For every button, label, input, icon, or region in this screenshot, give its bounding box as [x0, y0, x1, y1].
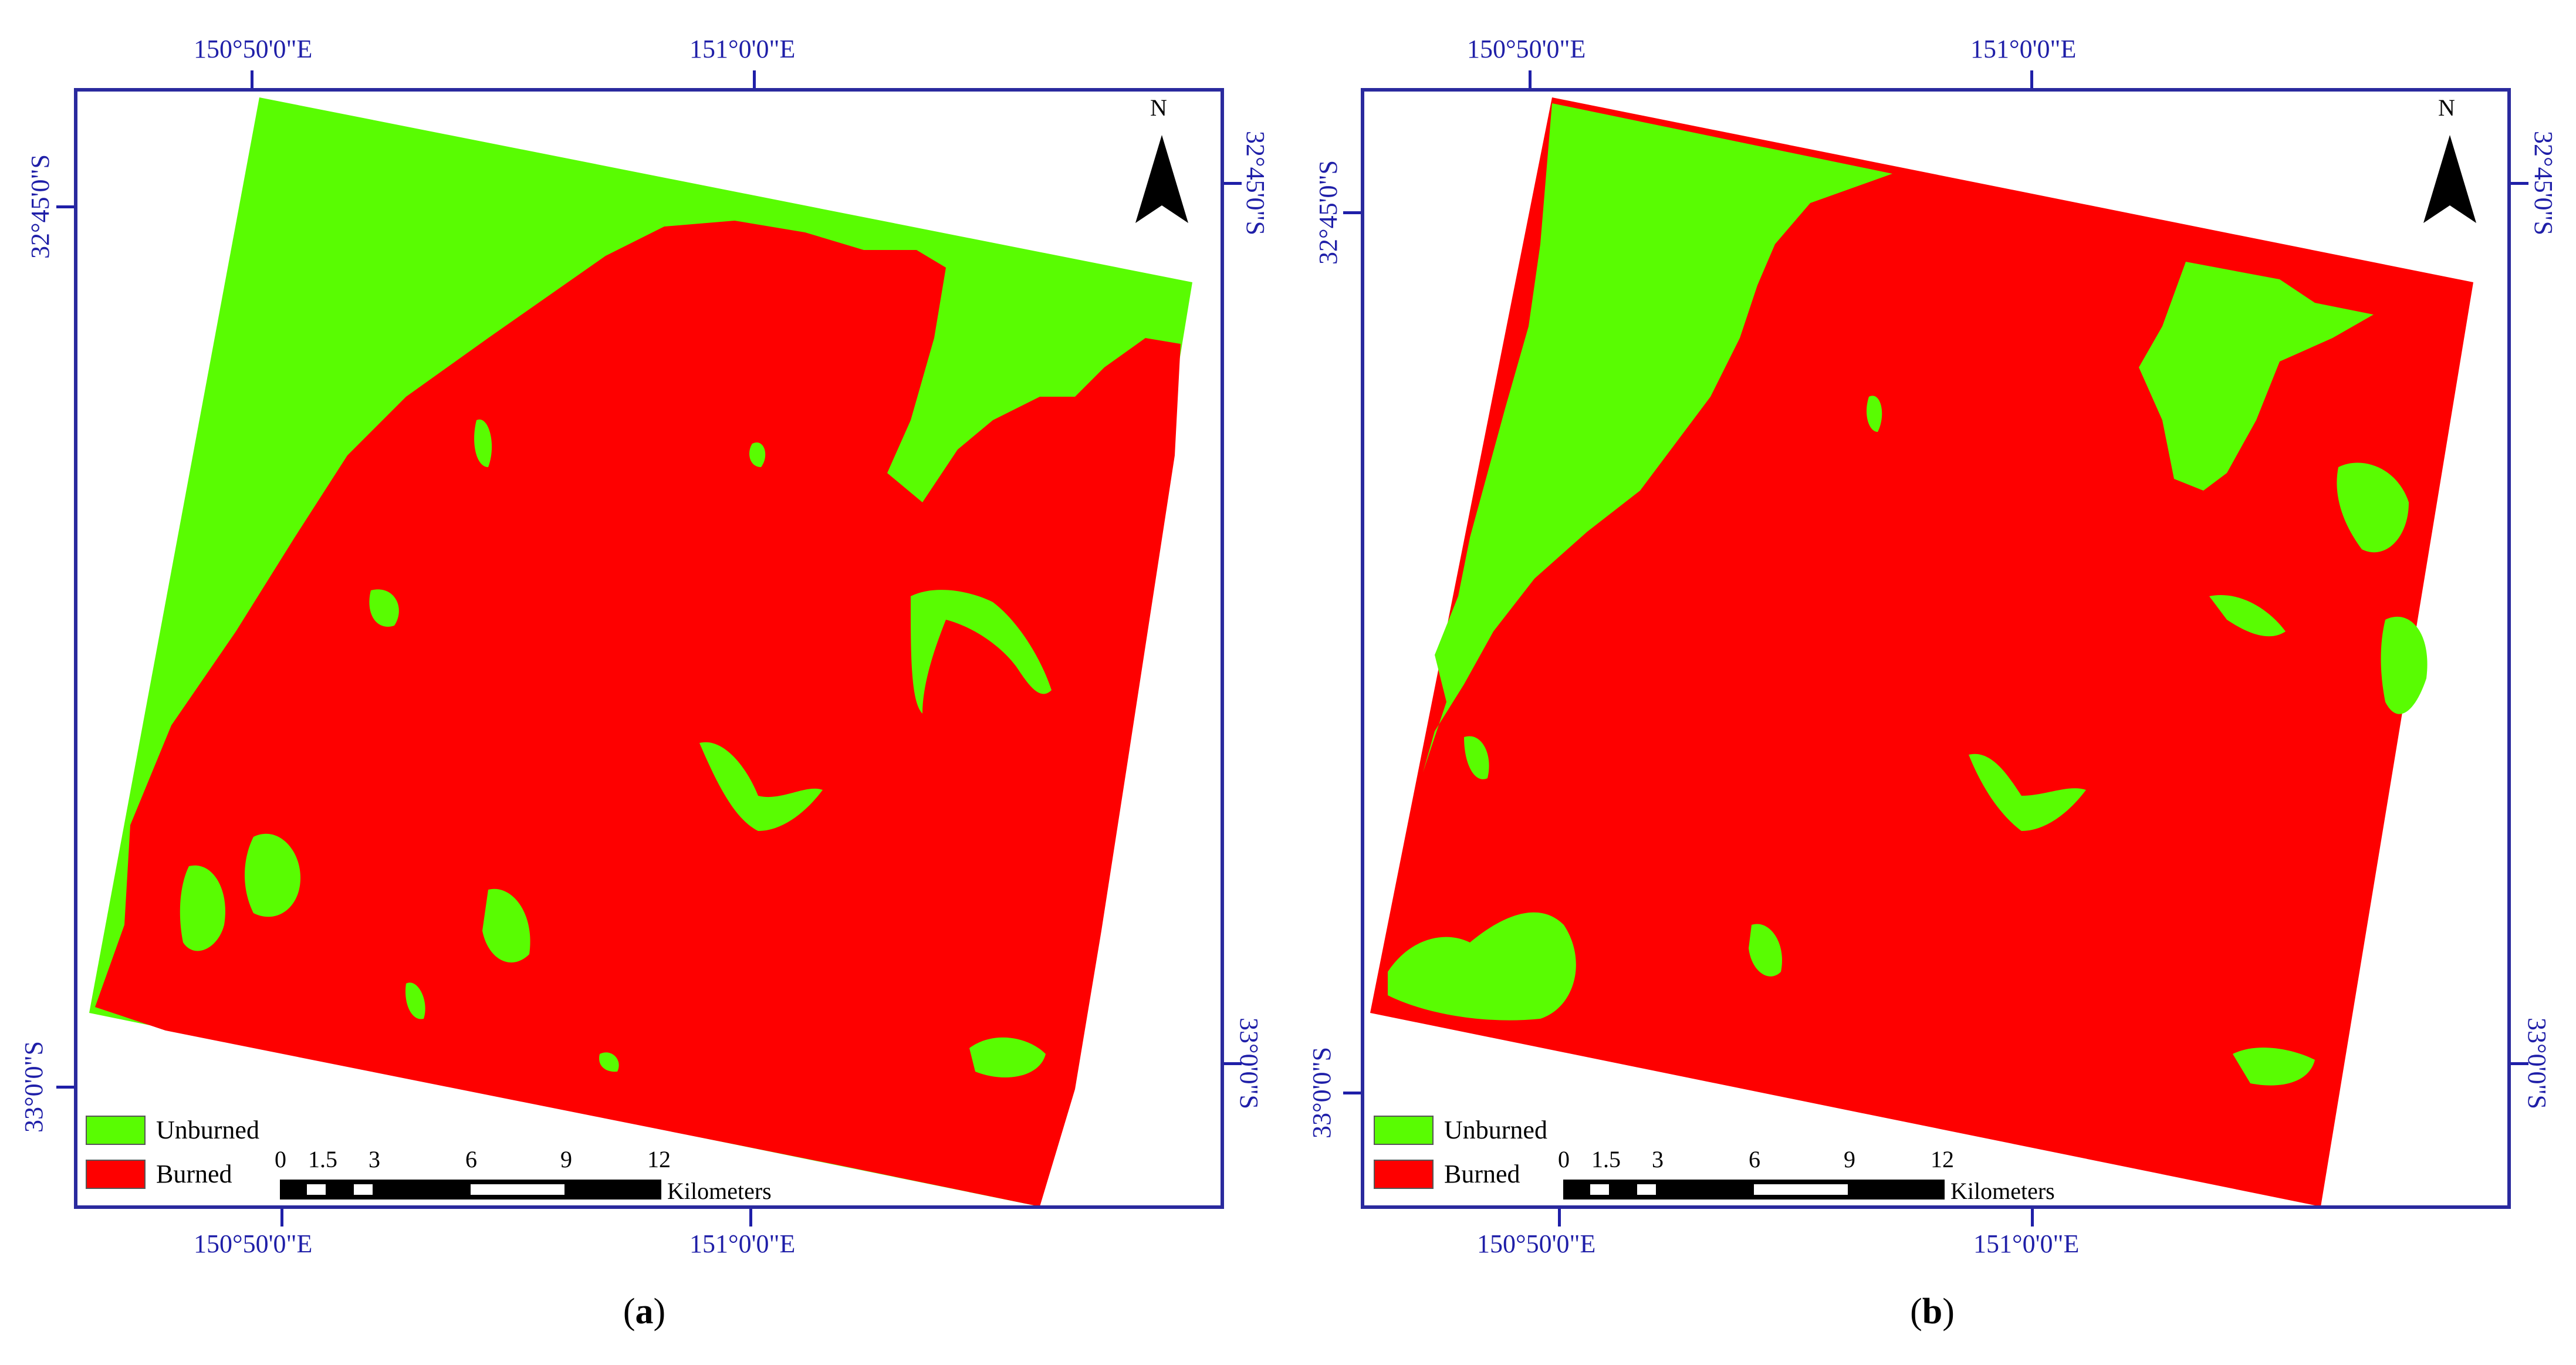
unburned-patch [474, 419, 492, 467]
scale-tick-label: 3 [1652, 1146, 1664, 1173]
left-coord-1: 32°45'0"S [25, 154, 55, 259]
legend-swatch-unburned [1374, 1115, 1434, 1145]
unburned-patch [1464, 736, 1489, 779]
legend-swatch-burned [1374, 1159, 1434, 1189]
left-coord-1: 32°45'0"S [1313, 160, 1343, 265]
tick [251, 70, 253, 88]
tick [749, 1209, 752, 1227]
tick [56, 205, 74, 208]
legend-burned: Burned [86, 1159, 232, 1189]
burn-map-b [1370, 97, 2473, 1205]
caption-a: (a) [623, 1292, 666, 1332]
scale-tick-label: 3 [369, 1146, 380, 1173]
unburned-patch [1969, 754, 2086, 831]
scale-tick-label: 9 [560, 1146, 572, 1173]
legend-label-unburned: Unburned [1444, 1116, 1547, 1144]
unburned-patch [180, 865, 225, 951]
tick [1343, 1092, 1361, 1094]
tick [1558, 1209, 1561, 1227]
north-arrow-icon [1135, 135, 1188, 223]
map-frame [1361, 88, 2511, 1209]
burn-map-a [89, 97, 1192, 1205]
bottom-coord-1: 150°50'0"E [194, 1229, 313, 1258]
unburned-area [1423, 103, 1892, 772]
legend-label-burned: Burned [156, 1160, 232, 1188]
unburned-area [2139, 262, 2374, 491]
tick [1529, 70, 1532, 88]
tick [2030, 70, 2033, 88]
scale-tick-label: 0 [275, 1146, 286, 1173]
legend-label-unburned: Unburned [156, 1116, 259, 1144]
legend-unburned: Unburned [86, 1115, 259, 1145]
tick [1224, 1062, 1242, 1065]
unburned-patch [599, 1052, 619, 1072]
unburned-patch [749, 442, 766, 467]
scale-tick-label: 0 [1558, 1146, 1570, 1173]
unburned-patch [2337, 462, 2409, 553]
map-panel-a: 150°50'0"E 151°0'0"E 150°50'0"E 151°0'0"… [19, 35, 1270, 1332]
right-coord-1: 32°45'0"S [2528, 131, 2558, 235]
tick [2511, 1062, 2528, 1065]
scale-tick-label: 9 [1844, 1146, 1855, 1173]
legend-unburned: Unburned [1374, 1115, 1547, 1145]
unburned-patch [2233, 1048, 2315, 1086]
north-label: N [2438, 94, 2455, 121]
right-coord-1: 32°45'0"S [1240, 131, 1270, 235]
north-arrow: N [1133, 94, 1191, 235]
unburned-patch [1749, 924, 1782, 977]
caption-b: (b) [1910, 1292, 1955, 1332]
tick [56, 1086, 74, 1089]
map-panel-b: 150°50'0"E 151°0'0"E 150°50'0"E 151°0'0"… [1288, 0, 2576, 1365]
unburned-patch [405, 982, 425, 1019]
bottom-coord-2: 151°0'0"E [1973, 1229, 2080, 1258]
unburned-patch [2209, 595, 2286, 637]
burned-area [95, 221, 1181, 1205]
tick [1224, 182, 1242, 185]
scale-bar-graphic [280, 1180, 661, 1200]
map-frame [74, 88, 1224, 1209]
tick [2031, 1209, 2034, 1227]
legend-burned: Burned [1374, 1159, 1520, 1189]
scale-tick-label: 12 [647, 1146, 671, 1173]
scale-unit: Kilometers [667, 1178, 772, 1204]
bottom-coord-1: 150°50'0"E [1477, 1229, 1596, 1258]
top-coord-1: 150°50'0"E [1467, 35, 1586, 63]
north-arrow: N [2421, 94, 2479, 235]
scale-unit: Kilometers [1950, 1178, 2055, 1204]
left-coord-2: 33°0'0"S [19, 1041, 48, 1133]
tick [753, 70, 756, 88]
unburned-patch [911, 590, 1052, 714]
top-coord-2: 151°0'0"E [1970, 35, 2077, 63]
left-coord-2: 33°0'0"S [1307, 1047, 1336, 1138]
legend-swatch-unburned [86, 1115, 146, 1145]
unburned-patch [482, 888, 530, 963]
scale-bar-graphic [1563, 1180, 1945, 1200]
top-coord-1: 150°50'0"E [194, 35, 313, 63]
bottom-coord-2: 151°0'0"E [689, 1229, 796, 1258]
scale-tick-label: 1.5 [1591, 1146, 1621, 1173]
unburned-patch [699, 742, 823, 831]
unburned-patch [245, 833, 300, 917]
scale-tick-label: 1.5 [308, 1146, 337, 1173]
tick [1343, 211, 1361, 214]
north-label: N [1150, 94, 1167, 121]
unburned-patch [1866, 396, 1882, 432]
legend-swatch-burned [86, 1159, 146, 1189]
burned-area [1370, 97, 2473, 1205]
tick [280, 1209, 283, 1227]
scale-tick-label: 6 [465, 1146, 477, 1173]
unburned-patch [369, 589, 399, 627]
unburned-patch [1388, 912, 1576, 1021]
scale-tick-label: 6 [1749, 1146, 1760, 1173]
unburned-patch [2381, 616, 2428, 714]
legend-label-burned: Burned [1444, 1160, 1520, 1188]
top-coord-2: 151°0'0"E [689, 35, 796, 63]
north-arrow-icon [2423, 135, 2476, 223]
tick [2511, 182, 2528, 185]
unburned-patch [969, 1037, 1046, 1077]
scale-tick-label: 12 [1931, 1146, 1954, 1173]
